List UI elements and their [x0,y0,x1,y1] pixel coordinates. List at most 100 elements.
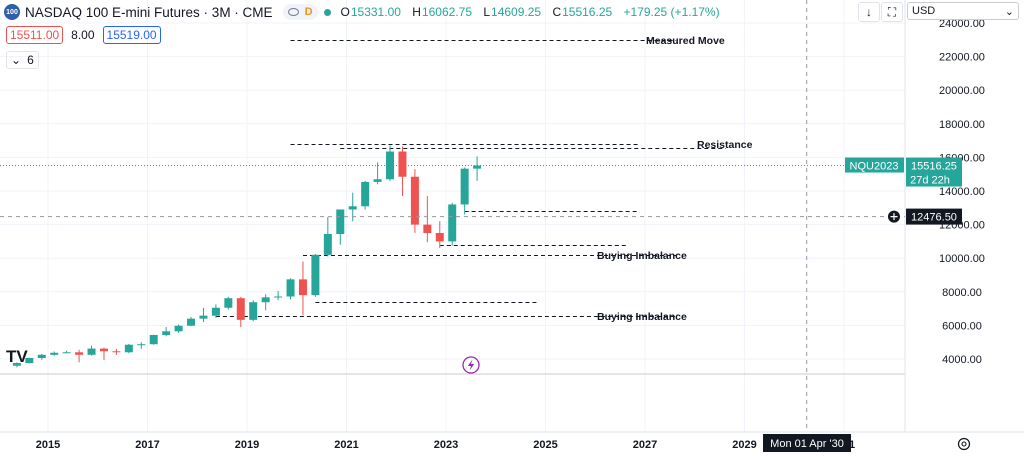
low-label: L [483,5,491,19]
time-tick-label: 2015 [36,439,60,451]
candle [435,221,444,249]
candle [62,350,71,354]
download-button[interactable]: ↓ [858,2,880,22]
candle-body [298,279,307,296]
candle [386,145,395,181]
candle [236,296,245,328]
spread-value: 8.00 [71,28,95,42]
candle [187,317,196,327]
candle [75,349,84,363]
sell-button[interactable]: 15511.00 [6,26,64,44]
annotation-label[interactable]: Measured Move [646,35,725,47]
time-tick-label: 2021 [334,439,358,451]
settings-icon[interactable] [957,437,971,451]
candle [311,254,320,297]
time-tick-label: 2027 [633,439,657,451]
candle-body [149,334,158,345]
price-tick-label: 20000.00 [939,85,985,97]
close-value: 15516.25 [562,5,613,19]
annotation-label[interactable]: Buying Imbalance [597,250,687,262]
countdown-value: 27d 22h [910,175,950,187]
chart-grid [0,0,905,432]
time-tick-label: 2017 [135,439,159,451]
open-value: 15331.00 [350,5,401,19]
price-tick-label: 10000.00 [939,253,985,265]
candle-body [236,298,245,320]
candle-body [460,168,469,205]
time-tick-label: 2029 [732,439,756,451]
fullscreen-icon: ⛶ [887,4,897,19]
currency-select[interactable]: USD ⌄ [907,2,1019,20]
candle-body [323,234,332,255]
candle-body [174,325,183,332]
candle [473,156,482,181]
candle [410,169,419,233]
time-axis: 2015 2017 2019 2021 2023 2025 2027 2029 1 Mon 01 … [36,434,855,452]
candle-body [448,204,457,242]
candle-body [286,279,295,297]
candle [25,357,34,364]
lightning-icon[interactable] [462,356,480,374]
candle-body [211,307,220,316]
trade-row: 15511.00 8.00 15519.00 [6,26,161,44]
download-icon: ↓ [866,5,872,19]
last-price-tag [906,157,962,187]
candle-body [398,151,407,177]
tv-watermark: TV [6,347,28,366]
candle-body [37,354,46,358]
candle-body [274,296,283,298]
visibility-pill[interactable]: D [282,4,318,20]
candle-body [99,348,108,352]
candle [423,196,432,243]
price-tick-label: 4000.00 [942,354,982,366]
candle [149,334,158,345]
time-tick-label: 2023 [434,439,458,451]
currency-value: USD [912,5,936,17]
candle [50,351,59,356]
high-value: 16062.75 [421,5,472,19]
candle [12,362,21,368]
candle-body [162,331,171,335]
candle [448,202,457,246]
candle-body [336,209,345,235]
plus-icon [890,213,898,221]
symbol-title[interactable]: NASDAQ 100 E-mini Futures · 3M · CME [25,4,273,20]
candle [124,343,133,354]
candle [112,348,121,355]
open-label: O [340,5,350,19]
candle-body [25,357,34,364]
crosshair-date-value: Mon 01 Apr '30 [770,438,844,450]
price-tick-label: 6000.00 [942,320,982,332]
price-axis: 24000.0022000.0020000.0018000.0016000.00… [845,18,985,366]
candle [37,353,46,360]
candle [274,290,283,301]
candle [162,327,171,337]
level-lines [215,40,726,317]
indicators-count: 6 [27,53,34,67]
candle [99,347,108,360]
eye-icon [287,8,299,16]
candle-body [12,363,21,366]
annotation-label[interactable]: Buying Imbalance [597,311,687,323]
candle-body [249,302,258,320]
candle-body [410,176,419,225]
candle [199,307,208,323]
indicators-toggle[interactable]: ⌄ 6 [6,51,39,69]
candle [323,217,332,257]
annotation-label[interactable]: Resistance [697,139,753,151]
candle [174,324,183,333]
delayed-badge: D [304,6,313,18]
crosshair-price-value: 12476.50 [911,212,957,224]
candle [261,294,270,311]
chart-header: 100 NASDAQ 100 E-mini Futures · 3M · CME… [4,3,728,21]
candle [286,278,295,300]
market-status-icon [323,8,331,16]
candle-body [87,348,96,355]
last-price-value: 15516.25 [911,161,957,173]
buy-button[interactable]: 15519.00 [102,26,161,44]
chevron-down-icon: ⌄ [11,53,22,67]
fullscreen-button[interactable]: ⛶ [881,2,903,22]
candle-body [50,352,59,355]
candle-body [361,181,370,207]
